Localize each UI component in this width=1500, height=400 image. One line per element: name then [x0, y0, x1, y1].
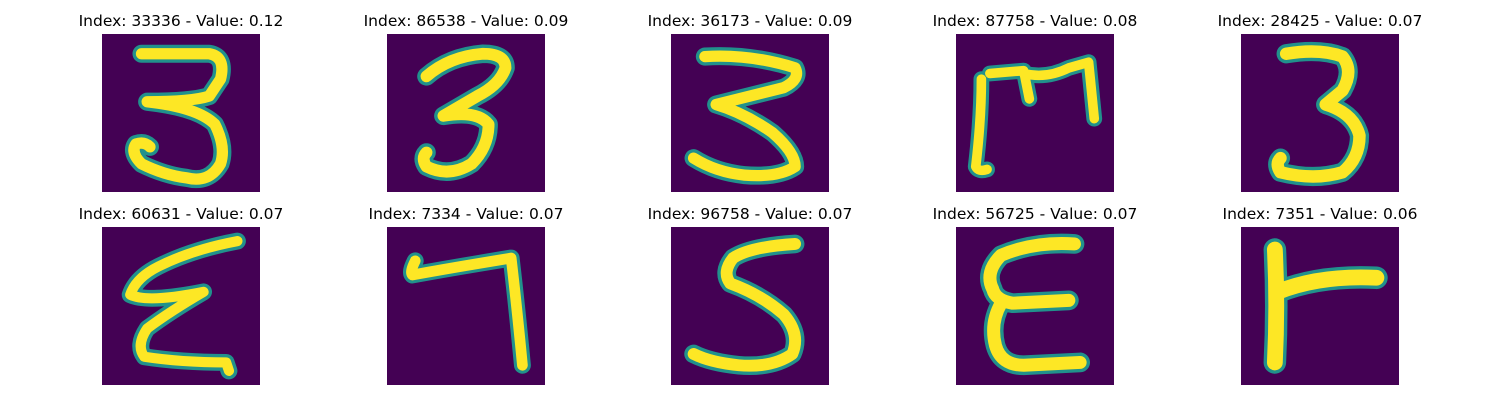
digit-image-3: [1241, 34, 1399, 192]
panel-title: Index: 28425 - Value: 0.07: [1217, 12, 1423, 30]
digit-image-3: [102, 34, 260, 192]
digit-image-7-rotated: [1241, 227, 1399, 385]
panel-title: Index: 86538 - Value: 0.09: [363, 12, 569, 30]
panel-title: Index: 36173 - Value: 0.09: [647, 12, 853, 30]
digit-image-3-mirrored: [102, 227, 260, 385]
panel-title: Index: 56725 - Value: 0.07: [932, 205, 1138, 223]
panel-title: Index: 7351 - Value: 0.06: [1222, 205, 1418, 223]
digit-image-3: [671, 34, 829, 192]
panel-title: Index: 60631 - Value: 0.07: [78, 205, 284, 223]
digit-image-3-rotated: [956, 34, 1114, 192]
digit-image-3: [387, 34, 545, 192]
panel-title: Index: 33336 - Value: 0.12: [78, 12, 284, 30]
panel-title: Index: 87758 - Value: 0.08: [932, 12, 1138, 30]
digit-image-7: [387, 227, 545, 385]
digit-image-3-mirrored: [956, 227, 1114, 385]
digit-image-5: [671, 227, 829, 385]
panel-title: Index: 7334 - Value: 0.07: [368, 205, 564, 223]
panel-title: Index: 96758 - Value: 0.07: [647, 205, 853, 223]
